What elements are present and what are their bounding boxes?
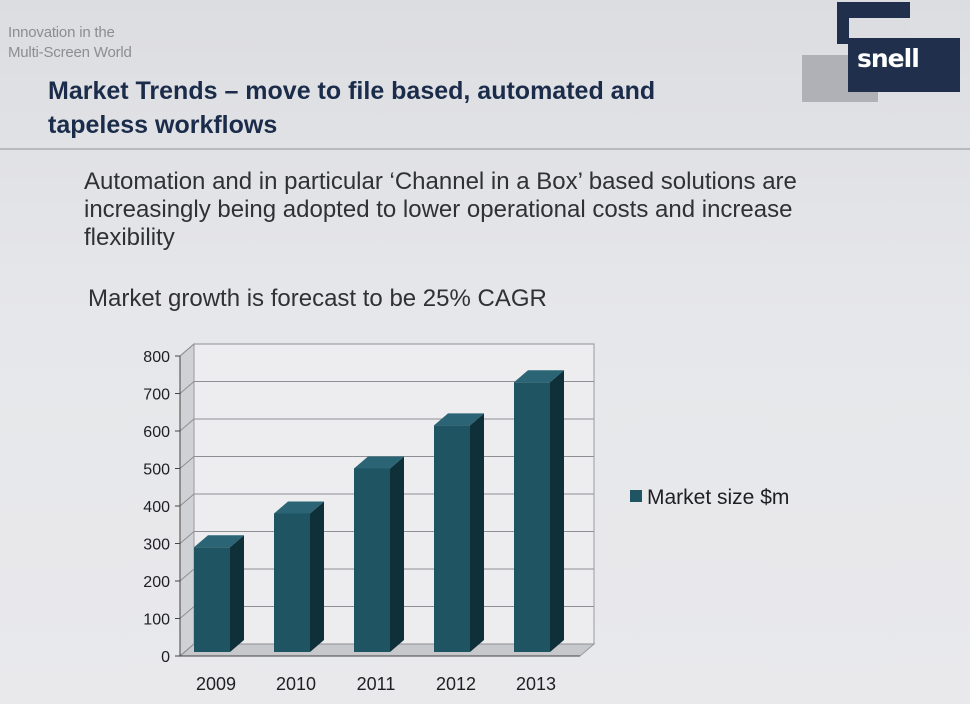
- bar-side: [470, 413, 484, 652]
- body-line-2: increasingly being adopted to lower oper…: [84, 196, 793, 223]
- bar-2010: [274, 513, 310, 652]
- snell-logo: snell: [800, 0, 970, 110]
- y-tick-label: 500: [143, 462, 170, 479]
- y-tick-label: 600: [143, 424, 170, 441]
- gridline: [179, 381, 594, 394]
- legend-label: Market size $m: [647, 486, 790, 509]
- logo-wordmark: snell: [848, 38, 960, 92]
- event-tagline: Innovation in the Multi-Screen World: [8, 23, 132, 63]
- y-tick-label: 700: [143, 387, 170, 404]
- x-tick-label: 2009: [196, 674, 236, 694]
- bar-side: [230, 535, 244, 652]
- bar-side: [390, 456, 404, 652]
- y-tick-label: 400: [143, 499, 170, 516]
- y-tick-label: 100: [143, 612, 170, 629]
- title-line-2: tapeless workflows: [48, 111, 278, 139]
- tagline-line-2: Multi-Screen World: [8, 44, 132, 61]
- bar-side: [550, 370, 564, 652]
- bar-top: [194, 535, 244, 548]
- tagline-line-1: Innovation in the: [8, 24, 115, 41]
- chart-legend: Market size $m: [630, 486, 789, 510]
- y-tick-label: 200: [143, 574, 170, 591]
- slide-title: Market Trends – move to file based, auto…: [48, 74, 655, 142]
- x-tick-label: 2010: [276, 674, 316, 694]
- y-tick-label: 0: [161, 649, 170, 666]
- bar-2012: [434, 425, 470, 652]
- bar-top: [354, 456, 404, 469]
- bar-2011: [354, 468, 390, 652]
- bar-side: [310, 501, 324, 652]
- title-line-1: Market Trends – move to file based, auto…: [48, 77, 656, 105]
- x-tick-label: 2012: [436, 674, 476, 694]
- bar-2009: [194, 547, 230, 652]
- title-divider: [0, 148, 970, 150]
- body-line-3: flexibility: [84, 224, 175, 251]
- x-tick-label: 2011: [357, 674, 396, 694]
- bar-2013: [514, 382, 550, 652]
- bar-top: [274, 501, 324, 514]
- bar-top: [514, 370, 564, 383]
- body-paragraph: Automation and in particular ‘Channel in…: [84, 168, 797, 252]
- y-tick-label: 800: [143, 349, 170, 366]
- growth-statement: Market growth is forecast to be 25% CAGR: [88, 285, 547, 312]
- body-line-1: Automation and in particular ‘Channel in…: [84, 168, 797, 195]
- legend-swatch: [630, 490, 642, 502]
- x-tick-label: 2013: [516, 674, 556, 694]
- logo-text: snell: [857, 44, 920, 73]
- y-tick-label: 300: [143, 537, 170, 554]
- gridline: [179, 343, 594, 357]
- bar-top: [434, 413, 484, 426]
